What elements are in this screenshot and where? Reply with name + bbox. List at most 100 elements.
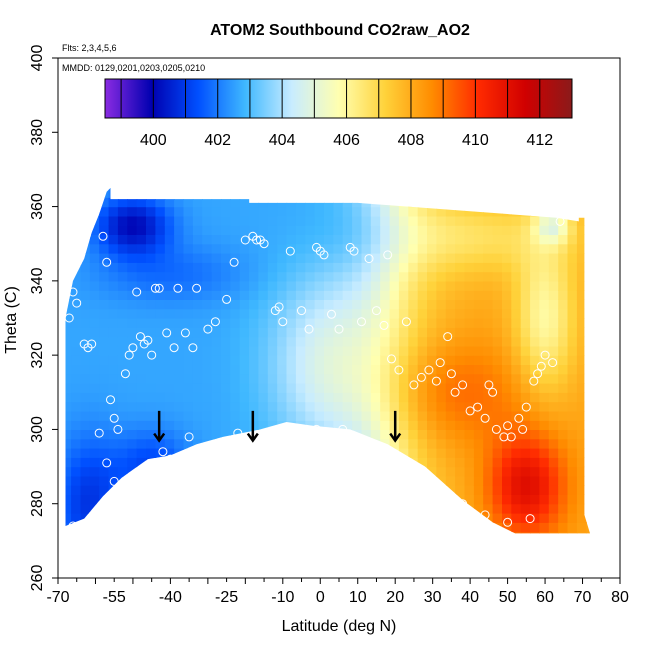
- field-cell: [136, 531, 147, 534]
- field-cell: [576, 253, 587, 263]
- field-cell: [65, 513, 72, 523]
- field-cell: [530, 253, 541, 263]
- field-cell: [483, 215, 494, 226]
- field-cell: [530, 475, 541, 486]
- field-cell: [267, 457, 278, 468]
- field-cell: [576, 225, 587, 235]
- field-cell: [117, 234, 128, 245]
- field-cell: [183, 262, 194, 273]
- field-cell: [361, 327, 372, 338]
- field-cell: [183, 475, 194, 486]
- field-cell: [445, 503, 456, 514]
- field-cell: [80, 290, 91, 300]
- field-cell: [558, 475, 569, 486]
- field-cell: [117, 420, 128, 430]
- field-cell: [380, 197, 391, 208]
- field-cell: [183, 373, 194, 384]
- field-cell: [417, 373, 428, 384]
- field-cell: [558, 429, 569, 440]
- field-cell: [258, 262, 269, 273]
- field-cell: [136, 188, 147, 198]
- field-cell: [89, 438, 100, 449]
- field-cell: [211, 271, 222, 282]
- field-cell: [548, 494, 559, 505]
- field-cell: [230, 243, 241, 254]
- observation-point: [465, 406, 475, 416]
- field-cell: [464, 197, 475, 208]
- field-cell: [464, 475, 475, 486]
- field-cell: [108, 466, 119, 477]
- field-cell: [202, 308, 213, 319]
- field-cell: [305, 308, 316, 319]
- field-cell: [427, 215, 437, 226]
- field-cell: [539, 531, 550, 534]
- field-cell: [398, 280, 409, 291]
- field-cell: [230, 308, 241, 319]
- field-cell: [511, 262, 522, 273]
- field-cell: [539, 308, 550, 319]
- field-cell: [576, 215, 587, 226]
- field-cell: [445, 466, 456, 477]
- field-cell: [502, 364, 512, 375]
- field-cell: [221, 243, 231, 254]
- field-cell: [164, 438, 175, 449]
- field-cell: [164, 318, 175, 328]
- field-cell: [436, 401, 447, 412]
- field-cell: [567, 494, 578, 505]
- field-cell: [99, 345, 110, 356]
- field-cell: [342, 522, 353, 533]
- field-cell: [192, 290, 203, 300]
- field-cell: [192, 299, 203, 310]
- field-cell: [530, 188, 541, 189]
- field-cell: [520, 243, 531, 254]
- field-cell: [370, 383, 381, 393]
- field-cell: [89, 206, 100, 217]
- field-cell: [258, 197, 269, 208]
- field-cell: [511, 410, 522, 421]
- observation-point: [338, 424, 348, 434]
- field-cell: [576, 448, 587, 458]
- field-cell: [258, 448, 269, 458]
- observation-point: [184, 432, 194, 442]
- field-cell: [202, 188, 213, 189]
- field-cell: [398, 299, 409, 310]
- colorbar-tick-label: 402: [204, 132, 231, 149]
- field-cell: [417, 188, 428, 189]
- field-cell: [305, 513, 316, 523]
- field-cell: [183, 327, 194, 338]
- field-cell: [473, 206, 484, 217]
- field-cell: [211, 401, 222, 412]
- field-cell: [352, 197, 363, 208]
- field-cell: [202, 225, 213, 235]
- field-cell: [127, 318, 138, 328]
- field-cell: [146, 271, 156, 282]
- field-cell: [239, 345, 250, 356]
- field-cell: [314, 280, 325, 291]
- field-cell: [408, 336, 419, 347]
- field-cell: [221, 364, 231, 375]
- field-cell: [530, 522, 541, 533]
- field-cell: [502, 336, 512, 347]
- field-cell: [530, 410, 541, 421]
- field-cell: [333, 448, 344, 458]
- field-cell: [174, 345, 185, 356]
- field-cell: [80, 448, 91, 458]
- y-tick-label: 400: [29, 45, 46, 72]
- field-cell: [436, 438, 447, 449]
- field-cell: [155, 513, 166, 523]
- field-cell: [117, 327, 128, 338]
- field-cell: [202, 448, 213, 458]
- field-cell: [567, 420, 578, 430]
- field-cell: [146, 262, 156, 273]
- field-cell: [221, 429, 231, 440]
- field-cell: [352, 448, 363, 458]
- field-cell: [192, 503, 203, 514]
- field-cell: [117, 253, 128, 263]
- field-cell: [230, 494, 241, 505]
- field-cell: [249, 290, 260, 300]
- field-cell: [164, 485, 175, 495]
- field-cell: [305, 531, 316, 534]
- field-cell: [65, 373, 72, 384]
- field-cell: [483, 243, 494, 254]
- field-cell: [586, 448, 590, 458]
